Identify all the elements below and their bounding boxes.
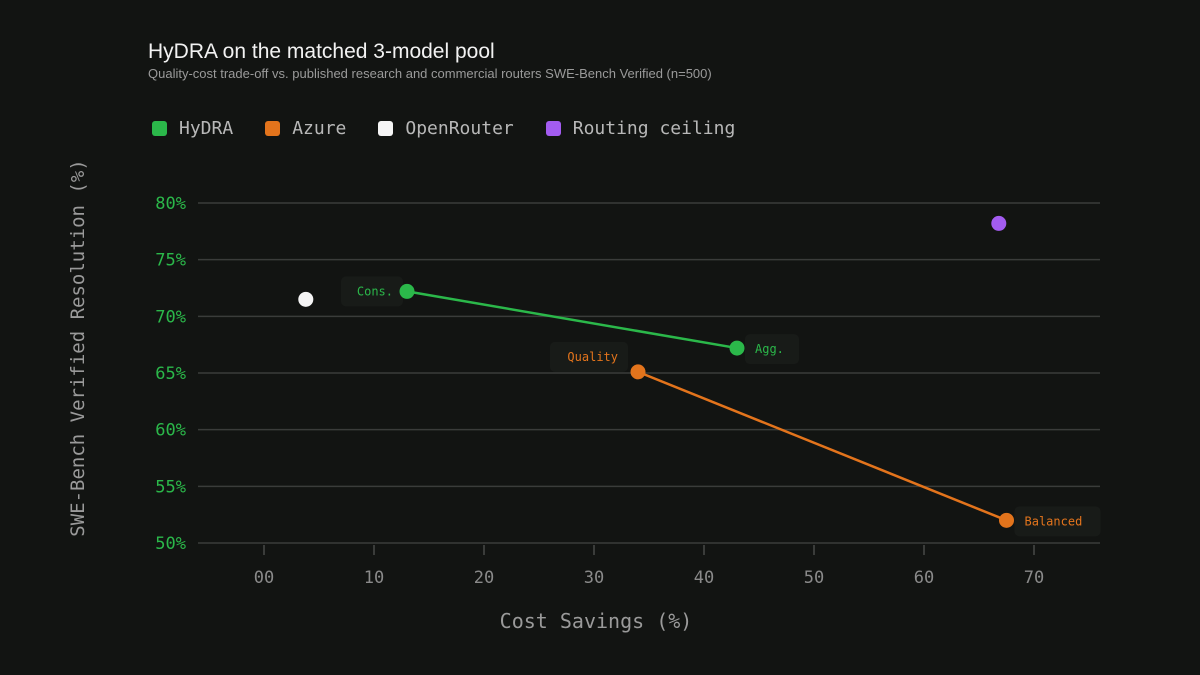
x-tick-label: 50 (804, 568, 824, 588)
legend: HyDRA Azure OpenRouter Routing ceiling (152, 118, 767, 139)
series-line-hydra (406, 290, 738, 350)
grid-layer (198, 202, 1100, 555)
x-tick-label: 10 (364, 568, 384, 588)
series-line-azure (637, 370, 1007, 522)
data-point-azure (999, 512, 1014, 528)
point-labels: Cons. Agg. Quality Balanced (341, 276, 1101, 537)
legend-label-azure: Azure (292, 118, 347, 139)
legend-label-openrouter: OpenRouter (405, 118, 514, 139)
x-tick-label: 20 (474, 568, 494, 588)
y-tick-label: 50% (155, 534, 186, 554)
x-tick-label: 60 (914, 568, 934, 588)
series-lines (406, 290, 1007, 522)
legend-swatch-openrouter (378, 121, 394, 136)
data-point-hydra (729, 340, 745, 356)
data-point-routing-ceiling (991, 215, 1007, 231)
legend-item-routing-ceiling: Routing ceiling (545, 118, 736, 139)
x-tick-label: 70 (1024, 568, 1044, 588)
legend-item-azure: Azure (265, 118, 346, 139)
data-point-openrouter (298, 291, 314, 307)
x-tick-label: 30 (584, 568, 604, 588)
point-label-bg (1014, 506, 1101, 537)
chart-subtitle: Quality-cost trade-off vs. published res… (148, 66, 712, 81)
legend-swatch-routing-ceiling (545, 121, 561, 136)
legend-label-routing-ceiling: Routing ceiling (572, 118, 736, 139)
legend-item-hydra: HyDRA (152, 118, 233, 139)
y-tick-label: 75% (155, 251, 186, 271)
point-label-bg (745, 334, 799, 365)
y-tick-label: 55% (155, 477, 186, 497)
chart-title: HyDRA on the matched 3-model pool (148, 40, 495, 63)
data-point-azure (630, 364, 646, 380)
y-tick-label: 60% (155, 421, 186, 441)
point-label: Balanced (1025, 514, 1083, 528)
x-tick-label: 40 (694, 568, 714, 588)
y-tick-label: 80% (155, 194, 186, 214)
y-axis-label: SWE-Bench Verified Resolution (%) (67, 159, 89, 537)
point-label-bg (550, 341, 628, 372)
x-tick-labels: 00 10 20 30 40 50 60 70 (254, 568, 1044, 588)
legend-swatch-azure (265, 121, 281, 136)
point-label: Cons. (357, 284, 393, 298)
y-tick-labels: 50% 55% 60% 65% 70% 75% 80% (155, 194, 186, 554)
legend-swatch-hydra (152, 121, 167, 136)
y-tick-label: 65% (155, 364, 186, 384)
x-tick-label: 00 (254, 568, 274, 588)
legend-item-openrouter: OpenRouter (378, 118, 514, 139)
legend-label-hydra: HyDRA (179, 118, 234, 139)
point-label: Quality (567, 350, 618, 364)
point-label-bg (341, 276, 403, 307)
x-axis-label: Cost Savings (%) (500, 609, 693, 633)
y-tick-label: 70% (155, 307, 186, 327)
point-label: Agg. (755, 342, 784, 356)
data-point-hydra (399, 283, 415, 299)
data-points (298, 215, 1014, 528)
